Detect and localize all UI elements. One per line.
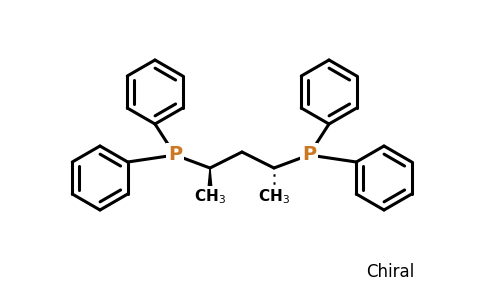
Text: CH$_3$: CH$_3$	[258, 188, 290, 206]
Text: CH$_3$: CH$_3$	[194, 188, 226, 206]
Text: Chiral: Chiral	[366, 263, 414, 281]
Text: P: P	[302, 146, 316, 164]
Text: P: P	[168, 146, 182, 164]
Polygon shape	[207, 168, 213, 205]
